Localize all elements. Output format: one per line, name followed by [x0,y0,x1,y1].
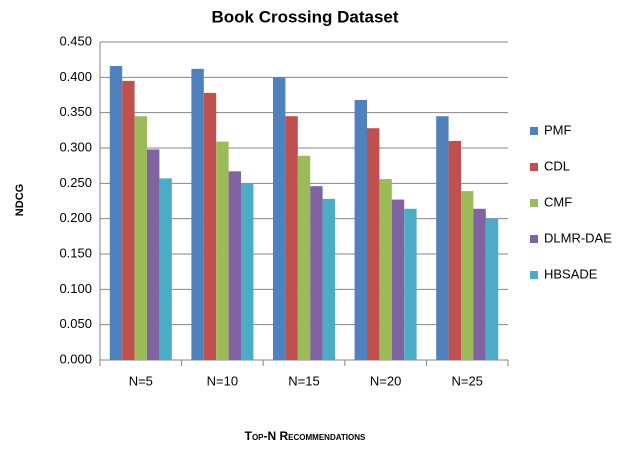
x-tick-label: N=5 [129,373,153,388]
bar [191,68,204,360]
bar [436,116,449,360]
y-tick-label: 0.250 [59,175,92,190]
legend-swatch [530,271,538,279]
bar [203,92,217,360]
legend-label: PMF [544,122,572,137]
x-tick-label: N=10 [207,373,238,388]
legend-swatch [530,163,538,171]
y-tick-label: 0.050 [59,316,92,331]
x-tick-label: N=15 [288,373,319,388]
y-tick-label: 0.450 [59,33,92,48]
bar [272,77,286,360]
bar [228,171,242,360]
bar [109,66,123,360]
y-tick-label: 0.000 [59,351,92,366]
y-tick-label: 0.100 [59,281,92,296]
bar [379,179,392,360]
y-tick-label: 0.350 [59,104,92,119]
bar [285,116,298,360]
bar [322,198,336,360]
y-tick-label: 0.200 [59,210,92,225]
bar [485,218,499,360]
bar [391,199,405,360]
chart-title: Book Crossing Dataset [211,7,398,26]
bar [241,183,254,360]
legend-label: CDL [544,158,570,173]
x-tick-label: N=20 [370,373,401,388]
y-tick-label: 0.400 [59,69,92,84]
bar [473,208,486,360]
legend-swatch [530,235,538,243]
bar [147,149,160,360]
bar [448,140,461,360]
bar [460,191,474,360]
legend-swatch [530,127,538,135]
x-axis-title: Top-N Recommendations [245,429,366,443]
bar [159,178,172,360]
bar [216,141,229,360]
bar [122,80,135,360]
legend-swatch [530,199,538,207]
bar [134,116,148,360]
x-tick-label: N=25 [451,373,482,388]
legend-label: CMF [544,194,572,209]
legend-label: DLMR-DAE [544,230,612,245]
bar [297,155,311,360]
legend-label: HBSADE [544,266,598,281]
y-axis-title: NDCG [14,184,26,216]
bar [354,99,367,361]
bar [366,128,380,360]
y-tick-label: 0.300 [59,139,92,154]
y-tick-label: 0.150 [59,245,92,260]
bar [404,208,417,360]
bar [310,186,323,360]
